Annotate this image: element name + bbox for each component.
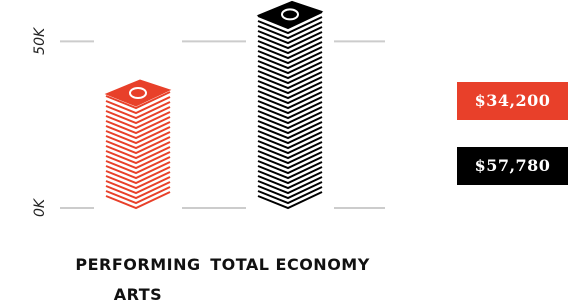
y-tick-label: 0K (32, 197, 48, 217)
value-label: $34,200 (457, 82, 568, 120)
value-label: $57,780 (457, 147, 568, 185)
x-tick-label: TOTAL ECONOMY (205, 250, 375, 280)
x-tick-label: PERFORMING ARTS (53, 250, 223, 303)
bar (106, 80, 170, 208)
bar (258, 1, 322, 208)
chart: 0K 50K PERFORMING ARTS $34,200 TOTAL ECONOM… (0, 0, 588, 303)
bill-top (258, 1, 322, 27)
y-tick-label: 50K (32, 26, 48, 55)
